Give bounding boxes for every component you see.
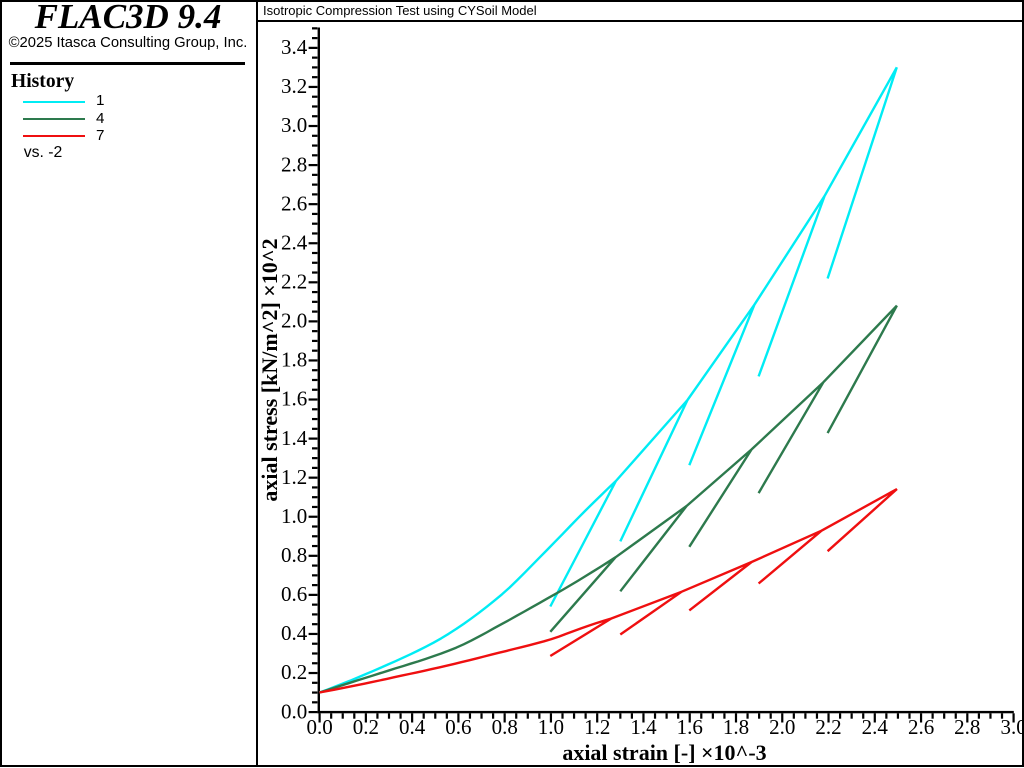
svg-text:1.4: 1.4	[630, 715, 657, 739]
svg-text:1.8: 1.8	[281, 348, 307, 372]
svg-text:1.4: 1.4	[281, 426, 308, 450]
svg-text:1.6: 1.6	[677, 715, 703, 739]
svg-text:2.8: 2.8	[954, 715, 980, 739]
svg-text:0.0: 0.0	[281, 699, 307, 723]
svg-text:2.4: 2.4	[862, 715, 889, 739]
svg-text:2.6: 2.6	[908, 715, 934, 739]
svg-text:2.4: 2.4	[281, 230, 308, 254]
svg-text:3.0: 3.0	[1000, 715, 1024, 739]
svg-text:0.2: 0.2	[281, 660, 307, 684]
svg-text:1.6: 1.6	[281, 387, 307, 411]
svg-text:2.6: 2.6	[281, 191, 307, 215]
svg-text:1.0: 1.0	[281, 504, 307, 528]
svg-text:2.0: 2.0	[769, 715, 795, 739]
svg-text:axial strain [-] ×10^-3: axial strain [-] ×10^-3	[562, 740, 766, 765]
svg-text:0.2: 0.2	[353, 715, 379, 739]
svg-text:1.8: 1.8	[723, 715, 749, 739]
svg-text:1.0: 1.0	[538, 715, 564, 739]
svg-text:3.2: 3.2	[281, 74, 307, 98]
svg-text:2.0: 2.0	[281, 309, 307, 333]
svg-text:axial stress [kN/m^2] ×10^2: axial stress [kN/m^2] ×10^2	[257, 238, 282, 501]
svg-text:0.0: 0.0	[306, 715, 332, 739]
svg-text:0.6: 0.6	[281, 582, 307, 606]
svg-text:2.2: 2.2	[281, 270, 307, 294]
svg-text:0.8: 0.8	[492, 715, 518, 739]
svg-text:0.4: 0.4	[399, 715, 426, 739]
svg-text:0.6: 0.6	[445, 715, 471, 739]
svg-text:2.2: 2.2	[815, 715, 841, 739]
svg-text:0.4: 0.4	[281, 621, 308, 645]
svg-text:3.4: 3.4	[281, 35, 308, 59]
svg-text:2.8: 2.8	[281, 152, 307, 176]
svg-text:0.8: 0.8	[281, 543, 307, 567]
svg-text:3.0: 3.0	[281, 113, 307, 137]
svg-text:1.2: 1.2	[584, 715, 610, 739]
svg-text:1.2: 1.2	[281, 465, 307, 489]
